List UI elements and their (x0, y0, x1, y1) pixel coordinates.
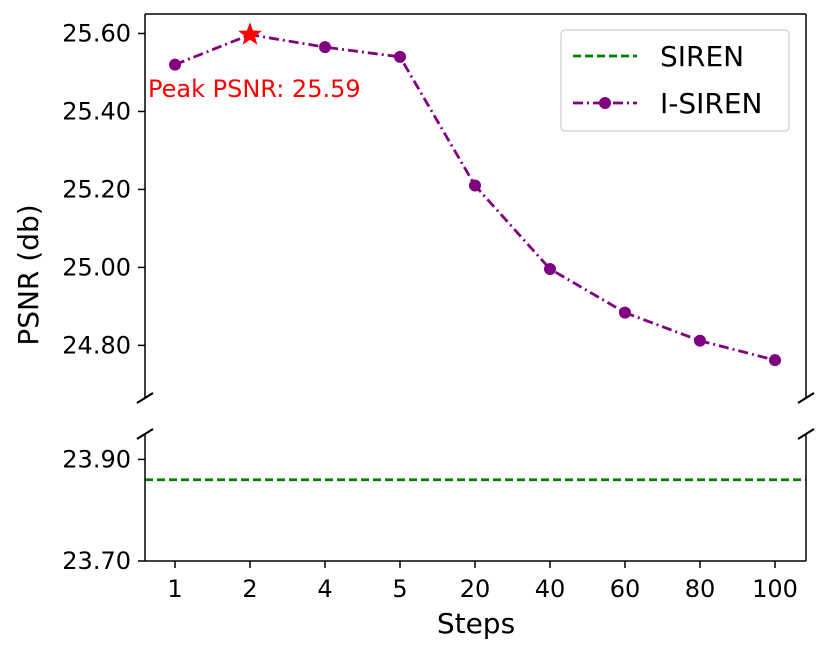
y-tick-label-upper-2: 25.20 (62, 175, 131, 203)
axis-break-mark-3 (797, 428, 815, 440)
legend-box (560, 29, 790, 132)
axis-break-mark-2 (136, 428, 154, 440)
x-tick-label-7: 80 (685, 575, 716, 603)
isiren-point-0 (169, 58, 181, 71)
x-tick-label-0: 1 (167, 575, 182, 603)
series-layer (145, 22, 806, 482)
legend-isiren-label: I-SIREN (660, 87, 762, 120)
axis-break-mark-1 (797, 392, 815, 404)
x-tick-label-2: 4 (317, 575, 332, 603)
x-tick-label-1: 2 (242, 575, 257, 603)
axis-break-mark-0 (136, 392, 154, 404)
axis-layer: 25.60 25.40 25.20 25.00 24.80 23.90 23.70 1 2 4 5 2… (62, 13, 815, 603)
y-tick-label-upper-0: 25.60 (62, 19, 131, 47)
x-tick-label-8: 100 (752, 575, 798, 603)
isiren-point-3 (394, 50, 406, 63)
x-tick-label-4: 20 (460, 575, 491, 603)
x-tick-label-6: 60 (610, 575, 641, 603)
isiren-point-2 (319, 41, 331, 54)
y-tick-label-upper-3: 25.00 (62, 253, 131, 281)
x-axis-label: Steps (437, 607, 515, 640)
legend-isiren-marker (599, 97, 611, 109)
y-tick-label-upper-4: 24.80 (62, 331, 131, 359)
y-tick-label-upper-1: 25.40 (62, 97, 131, 125)
isiren-point-4 (469, 179, 481, 192)
isiren-point-7 (694, 334, 706, 347)
peak-annotation: Peak PSNR: 25.59 (148, 75, 361, 103)
y-tick-label-lower-1: 23.70 (62, 547, 131, 575)
isiren-point-6 (619, 306, 631, 319)
legend: SIREN I-SIREN (560, 29, 790, 132)
y-axis-label: PSNR (db) (12, 204, 45, 345)
isiren-point-8 (769, 354, 781, 367)
peak-star-marker (238, 22, 262, 45)
isiren-point-5 (544, 262, 556, 275)
legend-siren-label: SIREN (660, 40, 744, 73)
x-tick-label-3: 5 (392, 575, 407, 603)
x-tick-label-5: 40 (535, 575, 566, 603)
y-tick-label-lower-0: 23.90 (62, 445, 131, 473)
